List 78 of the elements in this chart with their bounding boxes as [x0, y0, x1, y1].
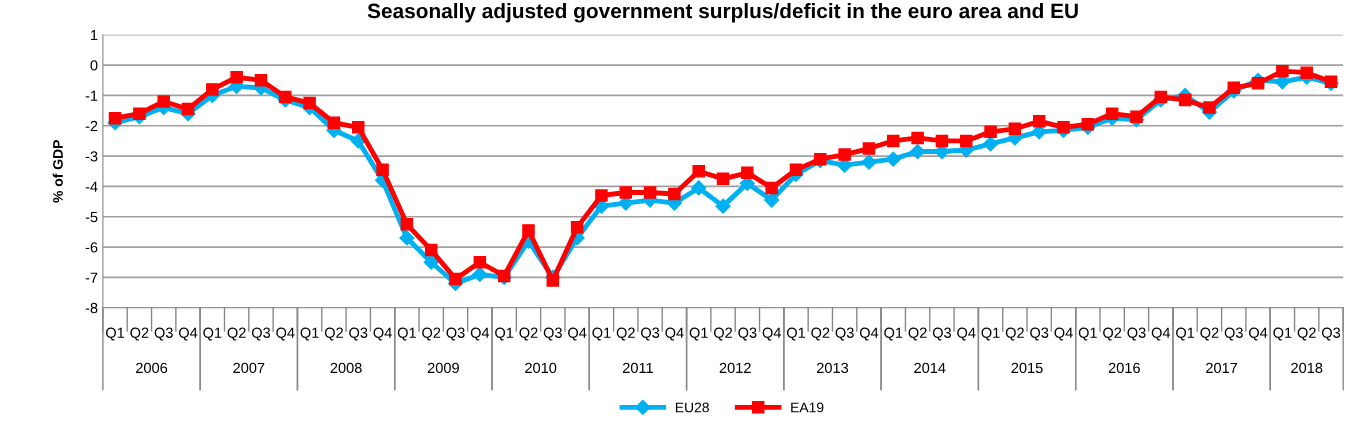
x-tick-label: Q4 [276, 327, 295, 341]
y-tick-label: -4 [85, 181, 98, 192]
x-tick-label: Q4 [957, 327, 976, 341]
x-tick-label: Q2 [1200, 327, 1219, 341]
text: 2007 [233, 362, 265, 374]
x-tick-label: Q2 [714, 327, 733, 341]
x-tick-label: Q2 [519, 327, 538, 341]
x-tick-label: Q3 [1127, 327, 1146, 341]
x-tick-label: Q4 [568, 327, 587, 341]
text: 2009 [427, 362, 459, 374]
x-tick-label: Q4 [762, 327, 781, 341]
y-axis-title: % of GDP [52, 140, 63, 203]
x-tick-label: Q4 [178, 327, 198, 341]
text: 2012 [719, 362, 751, 374]
x-tick-label: Q1 [1273, 327, 1292, 341]
y-tick-label: 0 [90, 60, 98, 71]
text: 2018 [1291, 362, 1323, 374]
x-tick-label: Q2 [130, 327, 149, 341]
x-tick-label: Q2 [1005, 327, 1024, 341]
x-tick-label: Q2 [1297, 327, 1316, 341]
x-tick-label: Q4 [373, 327, 392, 341]
y-tick-label: -3 [85, 151, 98, 162]
x-tick-label: Q2 [811, 327, 830, 341]
x-tick-label: Q2 [1103, 327, 1122, 341]
x-tick-label: Q2 [616, 327, 635, 341]
x-tick-label: Q4 [1249, 327, 1268, 341]
x-tick-label: Q2 [227, 327, 246, 341]
text: 2008 [330, 362, 362, 374]
x-tick-label: Q3 [835, 327, 854, 341]
text: 2013 [817, 362, 849, 374]
x-tick-label: Q4 [1151, 327, 1171, 341]
y-tick-label: -7 [85, 272, 98, 283]
text: 2010 [525, 362, 557, 374]
x-tick-label: Q3 [446, 327, 465, 341]
x-tick-label: Q3 [1030, 327, 1049, 341]
chart-title: Seasonally adjusted government surplus/deficit in the euro area and EU [367, 3, 1078, 23]
x-tick-label: Q1 [1078, 327, 1097, 341]
x-tick-label: Q4 [1054, 327, 1073, 341]
y-tick-label: -5 [85, 212, 98, 223]
y-tick-label: -8 [85, 302, 98, 314]
x-tick-label: Q1 [300, 327, 319, 341]
x-tick-label: Q3 [154, 327, 173, 341]
x-tick-label: Q3 [738, 327, 757, 341]
legend-label: EA19 [791, 402, 824, 413]
x-tick-label: Q1 [981, 327, 1000, 341]
x-tick-label: Q1 [689, 327, 708, 341]
x-tick-label: Q3 [641, 327, 660, 341]
y-tick-label: 1 [91, 30, 98, 41]
text: 2017 [1206, 362, 1238, 374]
x-tick-label: Q3 [251, 327, 271, 341]
x-tick-label: Q4 [859, 327, 879, 341]
y-tick-label: -6 [85, 242, 98, 253]
y-tick-label: -2 [85, 120, 98, 132]
x-tick-label: Q1 [592, 327, 611, 341]
x-tick-label: Q4 [470, 327, 490, 341]
text: 2011 [622, 362, 653, 374]
x-tick-label: Q1 [786, 327, 806, 341]
x-tick-label: Q2 [908, 327, 927, 341]
x-tick-label: Q3 [543, 327, 562, 341]
x-tick-label: Q1 [1176, 327, 1195, 341]
text: 2015 [1011, 362, 1043, 374]
x-tick-label: Q2 [324, 327, 343, 341]
x-tick-label: Q1 [884, 327, 903, 341]
text: 2006 [136, 362, 168, 374]
x-tick-label: Q3 [1224, 327, 1243, 341]
text: 2016 [1108, 362, 1140, 374]
x-tick-label: Q1 [495, 327, 514, 341]
x-tick-label: Q1 [106, 327, 125, 341]
legend-label: EU28 [675, 402, 709, 413]
y-tick-label: -1 [85, 90, 98, 101]
x-tick-label: Q3 [349, 327, 368, 341]
x-tick-label: Q1 [397, 327, 416, 341]
x-tick-label: Q2 [422, 327, 441, 341]
x-tick-label: Q4 [665, 327, 684, 341]
x-tick-label: Q1 [203, 327, 222, 341]
x-tick-label: Q3 [932, 327, 951, 341]
x-tick-label: Q3 [1321, 327, 1341, 341]
text: 2014 [914, 362, 946, 374]
